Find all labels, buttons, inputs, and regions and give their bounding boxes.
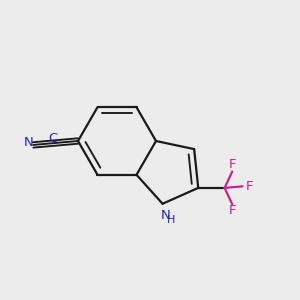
Text: N: N — [161, 209, 170, 222]
Text: N: N — [24, 136, 34, 149]
Text: F: F — [229, 158, 236, 172]
Text: H: H — [167, 215, 175, 225]
Text: F: F — [229, 204, 236, 217]
Text: F: F — [245, 180, 253, 193]
Text: C: C — [48, 132, 57, 145]
